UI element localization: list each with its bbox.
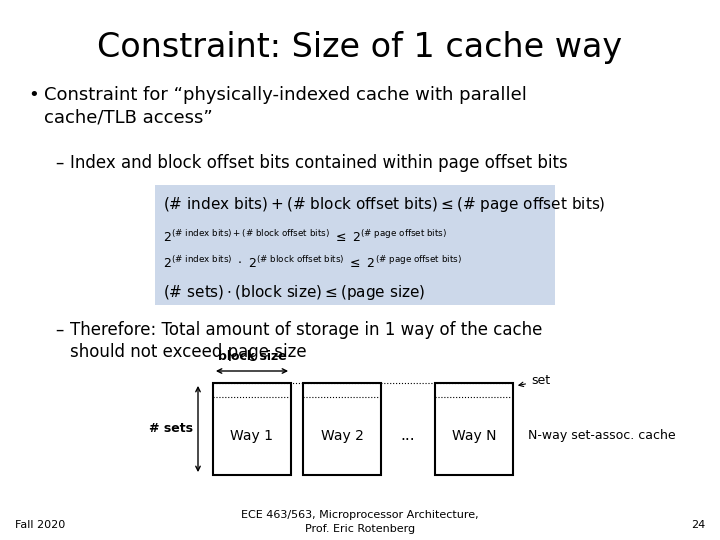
Text: ECE 463/563, Microprocessor Architecture,
Prof. Eric Rotenberg: ECE 463/563, Microprocessor Architecture…: [241, 510, 479, 534]
Text: cache/TLB access”: cache/TLB access”: [44, 109, 212, 127]
Text: should not exceed page size: should not exceed page size: [70, 343, 307, 361]
Text: Therefore: Total amount of storage in 1 way of the cache: Therefore: Total amount of storage in 1 …: [70, 321, 542, 339]
Text: Way 1: Way 1: [230, 429, 274, 443]
Text: $(\#\ \mathrm{index\ bits})+(\#\ \mathrm{block\ offset\ bits})\leq(\#\ \mathrm{p: $(\#\ \mathrm{index\ bits})+(\#\ \mathrm…: [163, 195, 606, 214]
Text: Index and block offset bits contained within page offset bits: Index and block offset bits contained wi…: [70, 154, 568, 172]
Text: –: –: [55, 154, 63, 172]
Text: # sets: # sets: [149, 422, 193, 435]
Text: N-way set-assoc. cache: N-way set-assoc. cache: [528, 429, 675, 442]
Text: –: –: [55, 321, 63, 339]
Text: ...: ...: [401, 429, 415, 443]
Text: Fall 2020: Fall 2020: [15, 520, 66, 530]
Text: $2^{(\#\ \mathrm{index\ bits})}\ \cdot\ 2^{(\#\ \mathrm{block\ offset\ bits})}\ : $2^{(\#\ \mathrm{index\ bits})}\ \cdot\ …: [163, 255, 462, 271]
Text: Constraint: Size of 1 cache way: Constraint: Size of 1 cache way: [97, 31, 623, 64]
Text: •: •: [28, 86, 39, 104]
Bar: [303, 383, 381, 475]
Text: set: set: [519, 375, 550, 388]
Text: Way 2: Way 2: [320, 429, 364, 443]
Text: $(\#\ \mathrm{sets})\cdot(\mathrm{block\ size})\leq(\mathrm{page\ size})$: $(\#\ \mathrm{sets})\cdot(\mathrm{block\…: [163, 282, 426, 301]
Bar: [213, 383, 291, 475]
Text: $2^{(\#\ \mathrm{index\ bits})+(\#\ \mathrm{block\ offset\ bits})}\ \leq\ 2^{(\#: $2^{(\#\ \mathrm{index\ bits})+(\#\ \mat…: [163, 229, 447, 245]
Bar: [435, 383, 513, 475]
Text: Way N: Way N: [451, 429, 496, 443]
Text: Constraint for “physically-indexed cache with parallel: Constraint for “physically-indexed cache…: [44, 86, 527, 104]
Text: block size: block size: [217, 350, 287, 363]
Bar: [155, 185, 555, 305]
Text: 24: 24: [690, 520, 705, 530]
